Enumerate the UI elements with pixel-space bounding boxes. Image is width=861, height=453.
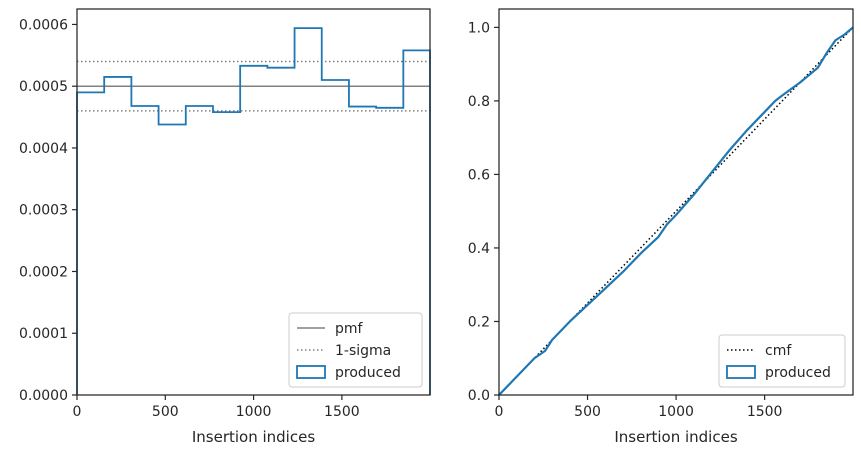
pmf-legend-label: 1-sigma bbox=[335, 343, 391, 359]
cmf-x-axis-label: Insertion indices bbox=[614, 428, 737, 446]
cmf-legend-box bbox=[718, 334, 846, 388]
pmf-x-tick-label: 0 bbox=[73, 404, 82, 420]
produced-cumulative-line bbox=[498, 26, 854, 396]
cmf-legend-label: cmf bbox=[765, 343, 792, 359]
cmf-y-tick-label: 0.8 bbox=[468, 94, 490, 110]
cmf-y-axis: 0.0 0.2 0.4 0.6 0.8 1.0 bbox=[468, 20, 499, 404]
pmf-plot-area bbox=[76, 27, 431, 395]
pmf-x-tick-label: 500 bbox=[152, 404, 179, 420]
cmf-x-tick-label: 1000 bbox=[658, 404, 694, 420]
pmf-y-tick-label: 0.0004 bbox=[19, 141, 68, 157]
pmf-chart: 0 500 1000 1500 0.00000.00010.00020.00030.0… bbox=[19, 8, 431, 446]
cmf-y-tick-label: 0.2 bbox=[468, 314, 490, 330]
cmf-x-tick-label: 500 bbox=[574, 404, 601, 420]
cmf-legend: cmf produced bbox=[718, 334, 846, 388]
pmf-y-axis: 0.0000 0.0001 0.0002 0.0003 0.0004 0.0005 0.00… bbox=[19, 17, 77, 404]
pmf-legend-label: produced bbox=[335, 365, 401, 381]
pmf-y-tick-label: 0.0001 bbox=[19, 326, 68, 342]
pmf-y-tick-label: 0.0000 bbox=[19, 388, 68, 404]
cmf-x-tick-label: 0 bbox=[495, 404, 504, 420]
cmf-x-axis: 0 500 1000 1500 bbox=[495, 395, 783, 420]
pmf-y-tick-label: 0.0003 bbox=[19, 203, 68, 219]
pmf-legend-box bbox=[288, 312, 423, 388]
pmf-legend-swatch-produced bbox=[296, 365, 326, 379]
cmf-y-tick-label: 1.0 bbox=[468, 20, 490, 36]
pmf-x-axis: 0 500 1000 1500 bbox=[73, 395, 360, 420]
cmf-y-tick-label: 0.6 bbox=[468, 167, 490, 183]
cmf-y-tick-label: 0.4 bbox=[468, 241, 490, 257]
pmf-x-tick-label: 1500 bbox=[324, 404, 360, 420]
pmf-y-tick-label: 0.0006 bbox=[19, 17, 68, 33]
cmf-chart: 0 500 1000 1500 0.0 0.2 0.4 0.6 0.8 1.0 Insertio… bbox=[468, 8, 854, 446]
cmf-y-tick-label: 0.0 bbox=[468, 388, 490, 404]
pmf-y-tick-label: 0.0002 bbox=[19, 264, 68, 280]
cmf-x-tick-label: 1500 bbox=[747, 404, 783, 420]
cmf-legend-swatch-produced bbox=[726, 365, 756, 379]
pmf-x-tick-label: 1000 bbox=[236, 404, 272, 420]
pmf-legend: pmf 1-sigma produced bbox=[288, 312, 423, 388]
pmf-legend-label: pmf bbox=[335, 321, 364, 337]
pmf-y-tick-label: 0.0005 bbox=[19, 79, 68, 95]
cmf-plot-area bbox=[498, 26, 854, 396]
cmf-legend-label: produced bbox=[765, 365, 831, 381]
pmf-x-axis-label: Insertion indices bbox=[192, 428, 315, 446]
produced-histogram bbox=[76, 27, 431, 395]
